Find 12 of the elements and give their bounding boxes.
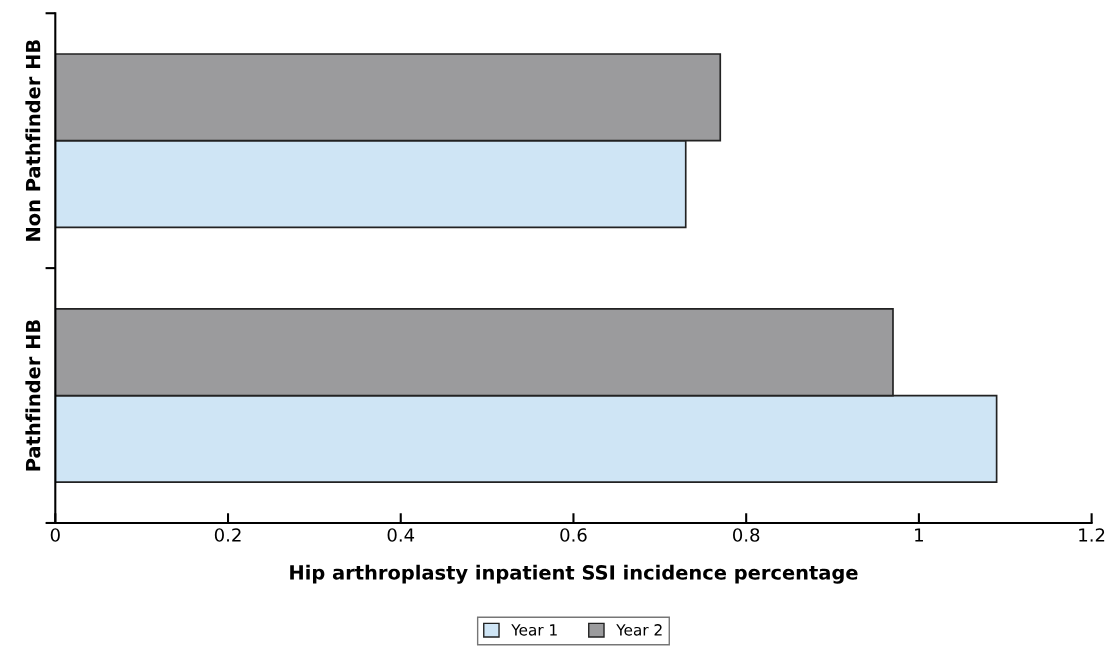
legend-label: Year 1 — [511, 624, 557, 636]
legend-label: Year 2 — [616, 624, 662, 636]
x-tick-label: 1 — [915, 528, 923, 542]
x-axis-title: Hip arthroplasty inpatient SSI incidence percentage — [290, 564, 858, 584]
x-tick-label: 0.2 — [214, 528, 241, 542]
x-tick-label: 0.8 — [733, 528, 760, 542]
x-tick-label: 0.4 — [387, 528, 415, 542]
x-tick-label: 0 — [50, 528, 60, 542]
y-tick-label: Non Pathfinder HB — [25, 40, 41, 241]
x-tick-label: 1.2 — [1079, 528, 1105, 542]
y-tick-label: Pathfinder HB — [25, 320, 41, 471]
x-tick-label: 0.6 — [560, 528, 587, 542]
